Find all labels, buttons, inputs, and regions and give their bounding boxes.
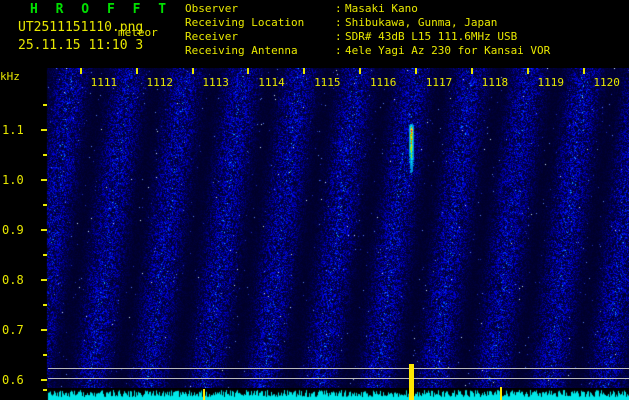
- y-axis-minor-tick: [43, 389, 47, 391]
- amplitude-spike: [203, 389, 206, 400]
- x-axis-tick: [191, 68, 194, 74]
- metadata-key: Receiving Location: [185, 16, 305, 29]
- x-axis-label: 1112: [146, 76, 173, 89]
- datetime-label: 25.11.15 11:10 3: [18, 38, 144, 53]
- metadata-key: Receiving Antenna: [185, 44, 298, 57]
- y-axis-label: 0.6: [2, 373, 24, 387]
- filename-label: UT2511151110.png: [18, 20, 144, 35]
- y-axis-minor-tick: [43, 104, 47, 106]
- x-axis-label: 1120: [593, 76, 620, 89]
- y-axis-tick: [41, 179, 47, 181]
- x-axis-tick: [526, 68, 529, 74]
- y-axis-tick: [41, 379, 47, 381]
- y-axis-tick: [41, 129, 47, 131]
- metadata-key: Observer: [185, 2, 238, 15]
- metadata-row-observer: Observer : Masaki Kano: [185, 2, 550, 16]
- metadata-colon: :: [335, 30, 342, 43]
- x-axis-label: 1115: [314, 76, 341, 89]
- x-axis-tick: [415, 68, 418, 74]
- amplitude-spike: [408, 364, 414, 400]
- y-axis-tick: [41, 329, 47, 331]
- y-axis-minor-tick: [43, 204, 47, 206]
- meteor-echo: [403, 123, 420, 193]
- metadata-key: Receiver: [185, 30, 238, 43]
- metadata-row-receiving-location: Receiving Location : Shibukawa, Gunma, J…: [185, 16, 550, 30]
- spectrogram-plot: [0, 68, 629, 400]
- x-axis-tick: [470, 68, 473, 74]
- amplitude-strip: [0, 388, 629, 400]
- y-axis-minor-tick: [43, 254, 47, 256]
- x-axis-tick: [135, 68, 138, 74]
- x-axis-tick: [359, 68, 362, 74]
- metadata-row-receiver: Receiver : SDR# 43dB L15 111.6MHz USB: [185, 30, 550, 44]
- mode-tag-label: meteor: [118, 26, 158, 39]
- x-axis-label: 1113: [202, 76, 229, 89]
- y-axis-minor-tick: [43, 154, 47, 156]
- y-axis-tick: [41, 279, 47, 281]
- x-axis-tick: [582, 68, 585, 74]
- x-axis-tick: [79, 68, 82, 74]
- y-axis-tick: [41, 229, 47, 231]
- metadata-value: 4ele Yagi Az 230 for Kansai VOR: [345, 44, 551, 57]
- y-axis-label: 1.1: [2, 123, 24, 137]
- gridline: [48, 378, 629, 379]
- metadata-colon: :: [335, 16, 342, 29]
- x-axis-tick: [247, 68, 250, 74]
- x-axis-label: 1117: [425, 76, 453, 89]
- x-axis-label: 1119: [537, 76, 565, 89]
- spectrogram-canvas: [0, 68, 629, 400]
- metadata-value: Masaki Kano: [345, 2, 418, 15]
- page-title: H R O F F T: [30, 2, 172, 17]
- metadata-colon: :: [335, 2, 342, 15]
- y-axis-unit-label: kHz: [0, 70, 20, 83]
- x-axis-tick: [303, 68, 306, 74]
- x-axis-label: 1116: [369, 76, 397, 89]
- amplitude-spike: [499, 387, 502, 400]
- metadata-block: Observer : Masaki Kano Receiving Locatio…: [185, 2, 550, 58]
- x-axis-label: 1111: [90, 76, 118, 89]
- y-axis-label: 1.0: [2, 173, 24, 187]
- y-axis-minor-tick: [43, 354, 47, 356]
- metadata-value: SDR# 43dB L15 111.6MHz USB: [345, 30, 518, 43]
- metadata-row-receiving-antenna: Receiving Antenna : 4ele Yagi Az 230 for…: [185, 44, 550, 58]
- metadata-colon: :: [335, 44, 342, 57]
- gridline: [48, 368, 629, 369]
- y-axis-label: 0.7: [2, 323, 24, 337]
- header-panel: H R O F F T UT2511151110.png meteor 25.1…: [0, 0, 629, 68]
- x-axis-label: 1118: [481, 76, 509, 89]
- y-axis-minor-tick: [43, 304, 47, 306]
- x-axis-label: 1114: [258, 76, 285, 89]
- y-axis-label: 0.8: [2, 273, 24, 287]
- metadata-value: Shibukawa, Gunma, Japan: [345, 16, 498, 29]
- y-axis-label: 0.9: [2, 223, 24, 237]
